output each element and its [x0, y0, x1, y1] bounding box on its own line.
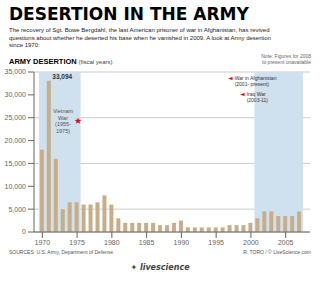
svg-text:35,000: 35,000	[8, 68, 26, 75]
html-text:The recovery of Sgt. Bowe Berg: The recovery of Sgt. Bowe Bergdahl, the …	[9, 27, 271, 48]
svg-text:1995: 1995	[208, 239, 224, 246]
html-text:✦ livescience: ✦ livescience	[130, 263, 190, 272]
html-text:Vietnam War (1955- 1975): Vietnam War (1955- 1975)	[53, 108, 74, 134]
svg-text:33,094: 33,094	[52, 73, 72, 81]
svg-text:1990: 1990	[174, 239, 190, 246]
html-text:R. TORO / © LiveScience.com: R. TORO / © LiveScience.com	[243, 249, 311, 255]
svg-text:1985: 1985	[139, 239, 155, 246]
svg-text:5,000: 5,000	[8, 206, 26, 213]
svg-text:10,000: 10,000	[8, 183, 26, 190]
svg-text:1975: 1975	[69, 239, 85, 246]
html-text:◄ Iraq War (2003-11): ◄ Iraq War (2003-11)	[240, 90, 268, 103]
html-text:SOURCES: U.S. Army, Department: SOURCES: U.S. Army, Department of Defens…	[9, 249, 114, 255]
svg-text:15,000: 15,000	[8, 160, 26, 167]
svg-text:20,000: 20,000	[8, 137, 26, 144]
svg-text:30,000: 30,000	[8, 91, 26, 98]
html-text:DESERTION IN THE ARMY: DESERTION IN THE ARMY	[9, 4, 249, 24]
html-text:ARMY DESERTION(fiscal years): ARMY DESERTION(fiscal years)	[9, 57, 113, 66]
svg-text:1980: 1980	[104, 239, 120, 246]
svg-text:2000: 2000	[243, 239, 259, 246]
svg-text:25,000: 25,000	[8, 114, 26, 121]
html-text:◄ War in Afghanistan (2001- pr: ◄ War in Afghanistan (2001- present)	[228, 74, 277, 87]
svg-text:1970: 1970	[35, 239, 51, 246]
html-text:Note: Figures for 2008 to pres: Note: Figures for 2008 to present unavai…	[261, 53, 311, 65]
svg-text:0: 0	[22, 228, 26, 235]
svg-text:2005: 2005	[278, 239, 294, 246]
